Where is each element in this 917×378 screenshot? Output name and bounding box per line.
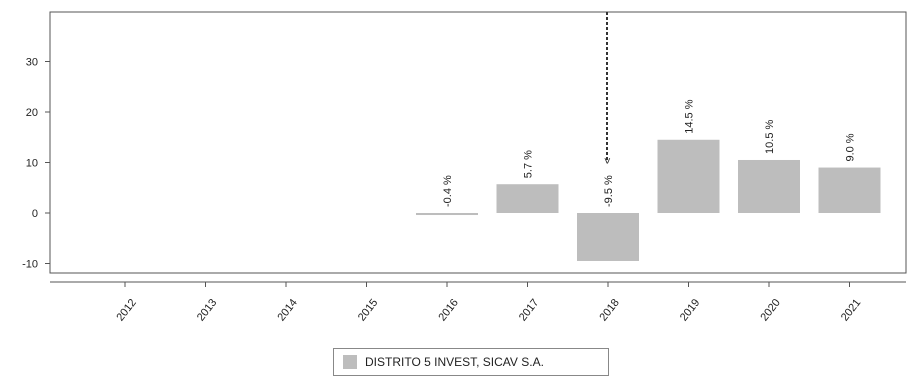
- plot-frame: [49, 11, 907, 274]
- x-tick-label: 2014: [275, 297, 300, 324]
- bar: [738, 159, 800, 213]
- y-tick-label: -10: [22, 259, 38, 271]
- x-tick-label: 2017: [517, 297, 542, 324]
- x-tick-label: 2012: [114, 297, 139, 324]
- bar-value-label: 9.0 %: [845, 133, 857, 161]
- x-tick-label: 2016: [436, 297, 461, 324]
- x-tick-label: 2013: [195, 297, 220, 324]
- x-tick-label: 2015: [356, 297, 381, 324]
- bar: [818, 167, 881, 213]
- data-labels: -0.4 % 5.7 % -9.5 % 14.5 % 10.5 % 9.0 %: [442, 99, 857, 207]
- legend: DISTRITO 5 INVEST, SICAV S.A.: [333, 348, 609, 376]
- y-tick-label: 20: [26, 107, 38, 119]
- axes: [45, 11, 907, 287]
- bars: [416, 139, 881, 261]
- event-marker-label: <: [602, 158, 614, 164]
- x-tick-label: 2019: [678, 297, 703, 324]
- x-tick-label: 2020: [758, 297, 783, 324]
- legend-swatch: [343, 355, 357, 369]
- bar-value-label: 14.5 %: [684, 99, 696, 133]
- legend-label: DISTRITO 5 INVEST, SICAV S.A.: [365, 355, 544, 369]
- event-marker: <: [602, 12, 614, 164]
- bar: [657, 139, 720, 213]
- y-tick-label: 0: [32, 208, 38, 220]
- bar: [496, 184, 559, 213]
- bar-value-label: 5.7 %: [523, 150, 535, 178]
- x-tick-label: 2018: [597, 297, 622, 324]
- x-tick-label: 2021: [839, 297, 864, 324]
- bar-value-label: -0.4 %: [442, 175, 454, 207]
- bar-value-label: -9.5 %: [603, 175, 615, 207]
- y-tick-label: 30: [26, 57, 38, 69]
- bar-value-label: 10.5 %: [764, 120, 776, 154]
- y-tick-label: 10: [26, 158, 38, 170]
- bar: [416, 213, 478, 216]
- bar: [577, 213, 639, 261]
